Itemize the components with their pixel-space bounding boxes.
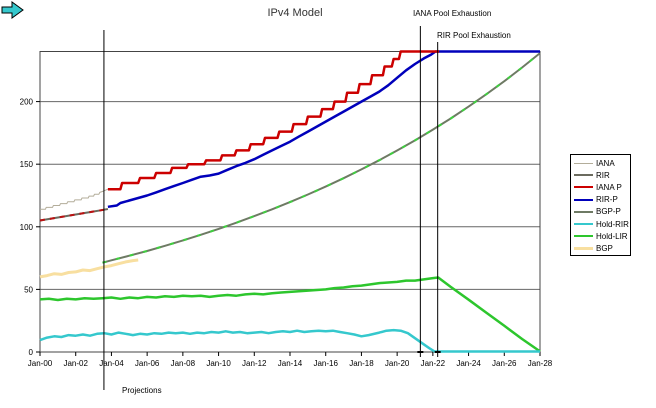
projections-arrow-icon	[1, 1, 24, 19]
legend-swatch	[574, 235, 593, 238]
series-line-iana-p	[107, 50, 440, 191]
legend-label: IANA P	[596, 182, 622, 192]
legend-swatch	[574, 246, 593, 250]
series-line-hold-lir	[39, 276, 541, 353]
series-line-bgp-p-overlay	[102, 52, 541, 264]
x-tick-label: Jan-08	[171, 359, 196, 368]
legend-label: Hold-RIR	[596, 219, 629, 229]
legend-item-rir-p: RIR-P	[574, 194, 630, 206]
legend-item-hold-lir: Hold-LIR	[574, 230, 630, 242]
legend-item-bgp: BGP	[574, 242, 630, 254]
legend-item-iana: IANA	[574, 157, 630, 169]
legend-label: Hold-LIR	[596, 231, 628, 241]
x-tick-label: Jan-12	[242, 359, 267, 368]
legend-item-rir: RIR	[574, 169, 630, 181]
y-tick-label: 200	[20, 98, 34, 107]
x-tick-label: Jan-10	[206, 359, 231, 368]
legend-swatch	[574, 198, 593, 201]
legend-swatch	[574, 174, 593, 177]
projections-label: Projections	[122, 386, 162, 395]
iana-exhaustion-label: IANA Pool Exhaustion	[413, 9, 492, 18]
x-tick-label: Jan-26	[492, 359, 517, 368]
y-tick-label: 150	[20, 160, 34, 169]
legend-item-iana-p: IANA P	[574, 181, 630, 193]
legend-label: IANA	[596, 158, 615, 168]
series-line-hold-rir	[39, 328, 540, 353]
x-tick-label: Jan-06	[135, 359, 160, 368]
legend-swatch	[574, 186, 593, 189]
x-tick-label: Jan-18	[349, 359, 374, 368]
legend-label: BGP	[596, 243, 613, 253]
y-tick-label: 100	[20, 223, 34, 232]
series-line-rir-p	[107, 50, 540, 209]
legend-item-hold-rir: Hold-RIR	[574, 218, 630, 230]
x-tick-label: Jan-28	[528, 359, 553, 368]
legend-swatch	[574, 210, 593, 213]
rir-exhaustion-label: RIR Pool Exhaustion	[437, 31, 511, 40]
chart-legend: IANA RIR IANA P RIR-P BGP-P Hold-RIR Hold-LIR B…	[570, 154, 631, 256]
x-tick-label: Jan-16	[313, 359, 338, 368]
x-tick-label: Jan-04	[99, 359, 124, 368]
y-tick-label: 0	[29, 348, 34, 357]
legend-label: BGP-P	[596, 207, 621, 217]
series-line-bgp-p	[102, 52, 541, 264]
x-tick-label: Jan-02	[63, 359, 88, 368]
x-tick-label: Jan-22	[421, 359, 446, 368]
legend-label: RIR-P	[596, 195, 618, 205]
series-line-rir-overlay	[39, 208, 109, 222]
x-tick-label: Jan-24	[456, 359, 481, 368]
legend-swatch	[574, 162, 593, 164]
x-tick-label: Jan-14	[278, 359, 303, 368]
x-tick-label: Jan-00	[28, 359, 53, 368]
legend-swatch	[574, 223, 593, 226]
series-line-bgp	[39, 258, 139, 279]
legend-label: RIR	[596, 170, 610, 180]
y-tick-label: 50	[24, 285, 33, 294]
series-line-iana	[40, 188, 109, 210]
legend-item-bgp-p: BGP-P	[574, 206, 630, 218]
chart-title: IPv4 Model	[267, 7, 323, 19]
x-tick-label: Jan-20	[385, 359, 410, 368]
